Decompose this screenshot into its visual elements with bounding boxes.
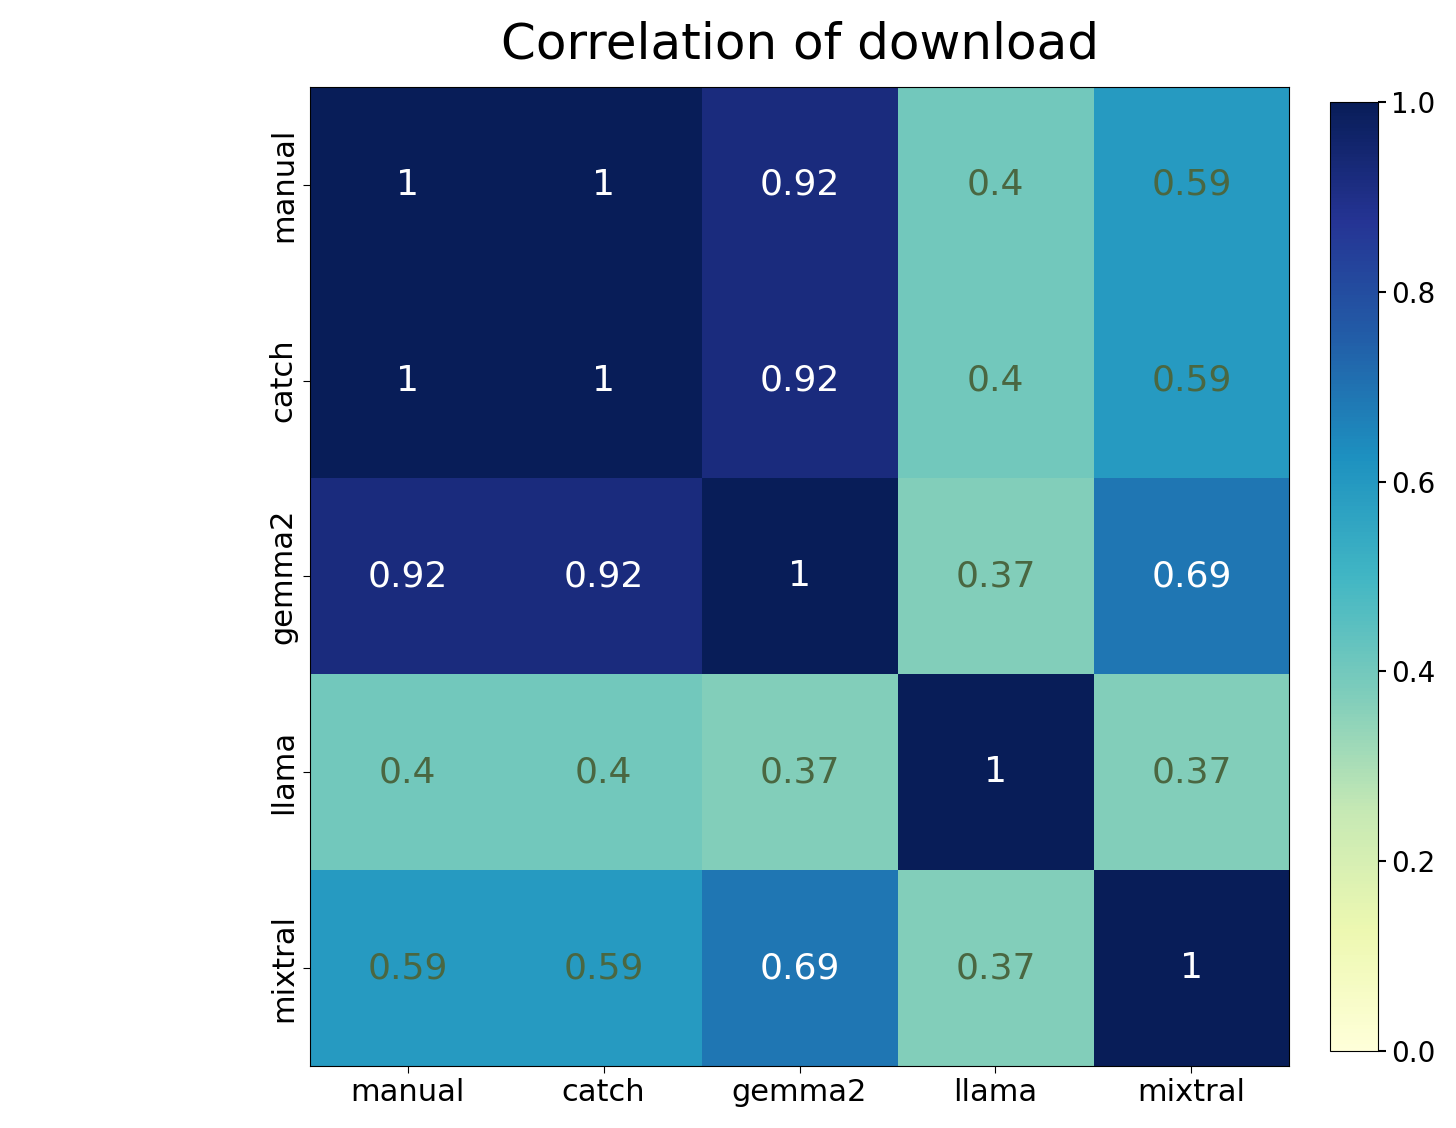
Text: 0.59: 0.59 <box>563 951 644 986</box>
Text: 0.92: 0.92 <box>563 559 644 593</box>
Text: 1: 1 <box>984 756 1008 790</box>
Text: 1: 1 <box>396 363 419 397</box>
Text: 0.59: 0.59 <box>1152 363 1232 397</box>
Text: 0.37: 0.37 <box>759 756 840 790</box>
Text: 1: 1 <box>593 363 614 397</box>
Text: 0.4: 0.4 <box>379 756 437 790</box>
Text: 0.59: 0.59 <box>1152 168 1232 202</box>
Text: 1: 1 <box>1179 951 1203 986</box>
Text: 0.4: 0.4 <box>575 756 632 790</box>
Text: 1: 1 <box>593 168 614 202</box>
Text: 0.92: 0.92 <box>367 559 448 593</box>
Text: 1: 1 <box>788 559 811 593</box>
Text: 0.37: 0.37 <box>955 559 1035 593</box>
Text: 0.92: 0.92 <box>760 363 840 397</box>
Text: 0.69: 0.69 <box>760 951 840 986</box>
Title: Correlation of download: Correlation of download <box>501 20 1098 69</box>
Text: 0.37: 0.37 <box>955 951 1035 986</box>
Text: 1: 1 <box>396 168 419 202</box>
Text: 0.4: 0.4 <box>967 168 1024 202</box>
Text: 0.69: 0.69 <box>1152 559 1232 593</box>
Text: 0.4: 0.4 <box>967 363 1024 397</box>
Text: 0.59: 0.59 <box>367 951 448 986</box>
Text: 0.92: 0.92 <box>760 168 840 202</box>
Text: 0.37: 0.37 <box>1152 756 1232 790</box>
